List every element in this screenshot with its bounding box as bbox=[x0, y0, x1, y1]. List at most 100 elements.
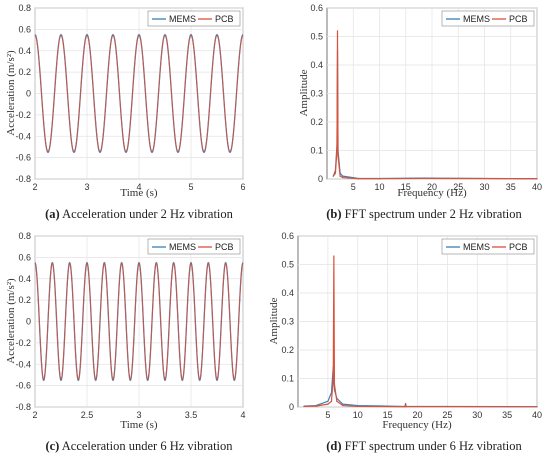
panel-d-fft-6hz: 5 10 15 20 25 30 35 40 0 0.1 0.2 0.3 0.4 0.5 0.6 Frequ… bbox=[268, 231, 542, 453]
series-group bbox=[34, 261, 244, 381]
x-tick-label: 4 bbox=[136, 182, 141, 192]
legend-label-mems: MEMS bbox=[169, 14, 196, 24]
x-tick-label: 15 bbox=[401, 182, 411, 192]
x-tick-label: 40 bbox=[532, 410, 542, 420]
legend-label-pcb: PCB bbox=[215, 242, 234, 252]
y-tick-label: 0.6 bbox=[281, 231, 294, 241]
y-tick-label: -0.6 bbox=[15, 381, 31, 391]
y-tick-label: 0.6 bbox=[310, 3, 323, 13]
series-group bbox=[332, 30, 538, 180]
y-tick-label: 0.2 bbox=[18, 295, 31, 305]
legend-label-pcb: PCB bbox=[509, 14, 528, 24]
data-point-mems bbox=[342, 175, 344, 177]
data-point-pcb bbox=[333, 255, 335, 257]
y-tick-label: -0.6 bbox=[15, 153, 31, 163]
legend: MEMS PCB bbox=[441, 10, 535, 27]
legend-label-pcb: PCB bbox=[509, 242, 528, 252]
series-line-pcb bbox=[34, 263, 244, 380]
x-tick-label: 2.5 bbox=[81, 410, 94, 420]
data-point-pcb bbox=[336, 149, 338, 152]
panel-b-fft-2hz: 5 10 15 20 25 30 35 40 0 0.1 0.2 0.3 0.4 0.5 0.6 Frequ… bbox=[298, 3, 542, 221]
series-group bbox=[34, 34, 244, 153]
legend-label-mems: MEMS bbox=[463, 14, 490, 24]
legend-box bbox=[147, 10, 241, 27]
data-point-pcb bbox=[334, 172, 336, 174]
panel-c-acceleration-6hz: 2 2.5 3 3.5 4 -0.8 -0.6 -0.4 -0.2 0 0.2 0.4 0.6 0.8 T… bbox=[5, 231, 246, 453]
data-point-pcb bbox=[327, 403, 329, 405]
panel-a-acceleration-2hz: 2 3 4 5 6 -0.8 -0.6 -0.4 -0.2 0 0.2 0.4 0.6 0.8 Time … bbox=[5, 3, 246, 221]
data-point-pcb bbox=[333, 383, 336, 385]
caption-text: Acceleration under 6 Hz vibration bbox=[59, 439, 233, 453]
x-tick-label: 35 bbox=[502, 410, 512, 420]
data-point-pcb bbox=[357, 405, 359, 408]
y-tick-label: 0 bbox=[318, 174, 323, 184]
x-tick-label: 30 bbox=[472, 410, 482, 420]
legend-label-mems: MEMS bbox=[169, 242, 196, 252]
y-tick-label: 0.5 bbox=[281, 260, 294, 270]
y-tick-label: 0 bbox=[289, 402, 294, 412]
legend-label-mems: MEMS bbox=[463, 242, 490, 252]
data-point-pcb bbox=[336, 30, 339, 32]
y-tick-label: 0.3 bbox=[281, 317, 294, 327]
y-tick-label: 0 bbox=[26, 89, 31, 99]
series-line-mems bbox=[34, 261, 244, 381]
x-tick-label: 15 bbox=[383, 410, 393, 420]
caption-letter: (a) bbox=[45, 207, 60, 221]
legend-label-pcb: PCB bbox=[215, 14, 234, 24]
data-point-pcb bbox=[330, 400, 333, 402]
series-group bbox=[303, 255, 538, 408]
data-point-pcb bbox=[420, 177, 423, 180]
x-axis-label: Time (s) bbox=[120, 187, 158, 199]
series-line-pcb bbox=[34, 35, 244, 152]
data-point-mems bbox=[327, 400, 329, 402]
legend: MEMS PCB bbox=[147, 238, 241, 255]
y-axis-label: Amplitude bbox=[268, 297, 280, 344]
y-tick-label: 0 bbox=[26, 317, 31, 327]
y-tick-label: 0.4 bbox=[18, 46, 31, 56]
data-point-pcb bbox=[446, 406, 448, 408]
panel-caption: (a) Acceleration under 2 Hz vibration bbox=[45, 207, 234, 221]
y-tick-label: 0.8 bbox=[18, 231, 31, 241]
ticks: 2 3 4 5 6 -0.8 -0.6 -0.4 -0.2 0 0.2 0.4 0.6 0.8 bbox=[15, 3, 245, 192]
x-tick-label: 2 bbox=[32, 182, 37, 192]
ticks: 5 10 15 20 25 30 35 40 0 0.1 0.2 0.3 0.4 0.5 0.6 bbox=[281, 231, 542, 420]
caption-letter: (d) bbox=[326, 439, 341, 453]
data-point-pcb bbox=[536, 406, 538, 408]
y-tick-label: 0.8 bbox=[18, 3, 31, 13]
y-tick-label: -0.2 bbox=[15, 110, 31, 120]
y-tick-label: 0.4 bbox=[281, 288, 294, 298]
x-tick-label: 10 bbox=[353, 410, 363, 420]
x-tick-label: 5 bbox=[325, 410, 330, 420]
grid bbox=[327, 7, 538, 180]
panel-caption: (c) Acceleration under 6 Hz vibration bbox=[45, 439, 233, 453]
x-tick-label: 40 bbox=[532, 182, 542, 192]
y-tick-label: 0.4 bbox=[310, 60, 323, 70]
panel-caption: (b) FFT spectrum under 2 Hz vibration bbox=[326, 207, 522, 221]
data-point-pcb bbox=[332, 377, 334, 380]
x-tick-label: 25 bbox=[442, 410, 452, 420]
legend-box bbox=[147, 238, 241, 255]
x-tick-label: 5 bbox=[351, 182, 356, 192]
x-tick-label: 20 bbox=[427, 182, 437, 192]
y-tick-label: 0.1 bbox=[281, 374, 294, 384]
data-point-pcb bbox=[342, 176, 344, 179]
x-tick-label: 6 bbox=[240, 182, 245, 192]
y-tick-label: 0.2 bbox=[18, 67, 31, 77]
x-tick-label: 2 bbox=[32, 410, 37, 420]
y-tick-label: 0.2 bbox=[281, 345, 294, 355]
y-tick-label: 0.4 bbox=[18, 274, 31, 284]
x-tick-label: 5 bbox=[188, 182, 193, 192]
x-tick-label: 20 bbox=[412, 410, 422, 420]
data-point-pcb bbox=[342, 404, 344, 407]
x-tick-label: 10 bbox=[374, 182, 384, 192]
data-point-pcb bbox=[339, 175, 341, 177]
data-point-pcb bbox=[337, 155, 339, 157]
y-axis-label: Amplitude bbox=[298, 69, 310, 116]
x-axis-label: Time (s) bbox=[120, 419, 158, 431]
data-point-mems bbox=[342, 403, 344, 405]
x-tick-label: 25 bbox=[453, 182, 463, 192]
x-tick-label: 4 bbox=[240, 410, 245, 420]
caption-text: Acceleration under 2 Hz vibration bbox=[60, 207, 234, 221]
y-tick-label: 0.5 bbox=[310, 32, 323, 42]
legend-box bbox=[441, 10, 535, 27]
